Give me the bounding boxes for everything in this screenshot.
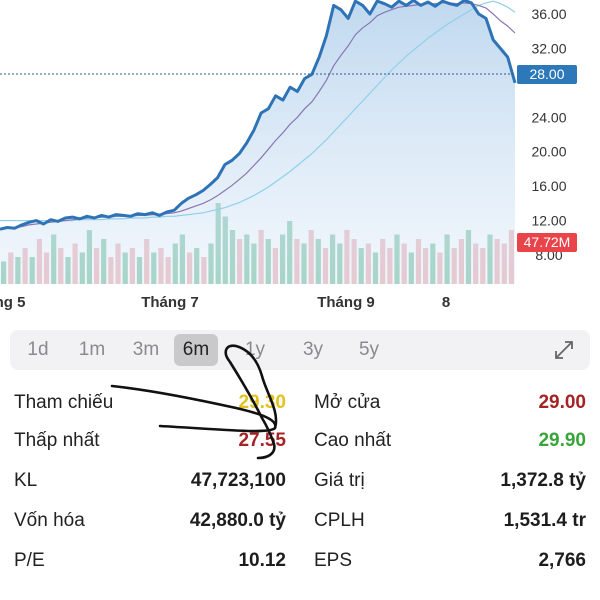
stat-value-value: 1,372.8 tỷ [500,470,586,491]
current-price-badge [517,65,577,84]
x-tick-label: ng 5 [0,294,25,311]
tab-6m[interactable]: 6m [174,334,218,366]
y-tick-label: 36.00 [531,6,566,22]
stat-label-pe: P/E [14,550,45,571]
stat-label-eps: EPS [314,550,353,571]
stat-value-shares-outstanding: 1,531.4 tr [503,510,586,531]
tab-1m[interactable]: 1m [78,339,106,360]
stat-label-volume: KL [14,470,38,491]
y-tick-label: 32.00 [531,41,566,57]
price-area [0,0,515,285]
stat-label-high: Cao nhất [314,430,392,451]
stat-value-eps: 2,766 [538,550,586,571]
tab-3m[interactable]: 3m [132,339,160,360]
current-volume-badge [517,233,577,252]
stat-label-market-cap: Vốn hóa [14,510,85,531]
x-tick-label: Tháng 9 [317,294,375,311]
price-line [0,0,517,231]
stat-label-value: Giá trị [314,470,365,491]
expand-icon[interactable] [552,338,576,362]
stat-value-open: 29.00 [538,392,586,413]
stat-value-pe: 10.12 [238,550,286,571]
stat-label-reference: Tham chiếu [14,392,114,413]
tab-3y[interactable]: 3y [302,339,324,360]
y-tick-label: 12.00 [531,213,566,229]
stat-label-shares-outstanding: CPLH [314,510,365,531]
y-tick-label: 20.00 [531,144,566,160]
tab-5y[interactable]: 5y [358,339,380,360]
y-tick-label: 16.00 [531,178,566,194]
x-axis-labels: ng 5 Tháng 7 Tháng 9 8 [0,294,450,311]
stat-label-open: Mở cửa [314,392,381,413]
x-tick-label: 8 [442,294,450,311]
stat-value-high: 29.90 [538,430,586,451]
stat-value-reference: 29.30 [238,392,286,413]
current-volume-label: 47.72M [524,234,571,250]
tab-1y[interactable]: 1y [244,339,266,360]
current-price-label: 28.00 [529,66,564,82]
y-tick-label: 24.00 [531,109,566,125]
stat-value-volume: 47,723,100 [190,470,286,491]
stat-value-market-cap: 42,880.0 tỷ [189,510,286,531]
stat-value-low: 27.55 [238,430,286,451]
tab-1d[interactable]: 1d [27,339,49,360]
long-moving-average-line [0,0,516,222]
x-tick-label: Tháng 7 [141,294,199,311]
time-range-tabs: 1d 1m 3m 6m 1y 3y 5y [10,330,590,370]
stat-label-low: Thấp nhất [14,430,100,451]
